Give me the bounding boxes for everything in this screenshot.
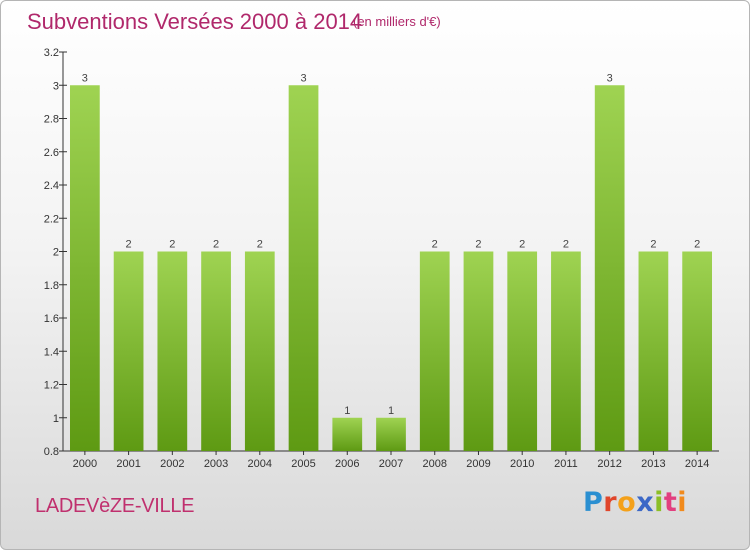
x-tick-label: 2010 [510, 458, 534, 470]
x-tick-label: 2008 [422, 458, 446, 470]
y-tick-label: 3 [53, 80, 59, 92]
value-label: 1 [388, 405, 394, 417]
y-tick-label: 1.8 [44, 280, 59, 292]
bar-2000 [69, 85, 100, 451]
y-tick-label: 1 [53, 413, 59, 425]
bar-2004 [244, 251, 275, 451]
value-label: 2 [169, 239, 175, 251]
y-tick-label: 3.2 [44, 47, 59, 59]
value-label: 3 [607, 72, 613, 84]
bar-2003 [201, 251, 231, 451]
value-label: 2 [475, 239, 481, 251]
value-label: 2 [213, 239, 219, 251]
proxiti-logo: Proxiti [583, 487, 687, 518]
y-tick-label: 2 [53, 247, 59, 259]
logo-letter: x [636, 487, 655, 518]
x-tick-label: 2009 [466, 458, 490, 470]
y-tick-label: 2.2 [44, 213, 59, 225]
value-label: 2 [432, 239, 438, 251]
x-tick-label: 2000 [73, 458, 97, 470]
bar-2011 [551, 251, 581, 451]
value-label: 2 [694, 239, 700, 251]
value-label: 1 [344, 405, 350, 417]
x-tick-label: 2002 [160, 458, 184, 470]
chart-title: Subventions Versées 2000 à 2014 [27, 9, 363, 34]
x-tick-label: 2006 [335, 458, 359, 470]
x-tick-label: 2011 [554, 458, 578, 470]
logo-letter: t [663, 487, 678, 518]
value-label: 2 [650, 239, 656, 251]
bar-2006 [332, 417, 363, 451]
logo-letter: o [617, 487, 637, 518]
logo-letter: i [654, 487, 664, 518]
logo-letter: r [603, 487, 618, 518]
value-label: 2 [563, 239, 569, 251]
value-label: 3 [300, 72, 306, 84]
bar-2010 [507, 251, 538, 451]
value-label: 3 [82, 72, 88, 84]
x-tick-label: 2004 [248, 458, 272, 470]
bar-2001 [113, 251, 144, 451]
bar-2013 [638, 251, 669, 451]
bar-2012 [594, 85, 625, 451]
x-tick-label: 2001 [116, 458, 140, 470]
logo-letter: P [583, 487, 604, 518]
bar-2007 [376, 417, 406, 451]
y-tick-label: 2.8 [44, 114, 59, 126]
commune-name: LADEVèZE-VILLE [35, 495, 195, 517]
bar-2005 [288, 85, 319, 451]
bar-2014 [682, 251, 713, 451]
x-tick-label: 2005 [291, 458, 315, 470]
x-tick-label: 2013 [641, 458, 665, 470]
x-tick-label: 2012 [597, 458, 621, 470]
x-tick-label: 2014 [685, 458, 709, 470]
y-tick-label: 2.6 [44, 147, 59, 159]
logo-letter: i [677, 487, 688, 518]
y-tick-label: 0.8 [44, 446, 59, 458]
y-tick-label: 1.4 [44, 346, 59, 358]
bar-2009 [463, 251, 494, 451]
y-tick-label: 2.4 [44, 180, 59, 192]
bar-2002 [157, 251, 188, 451]
value-label: 2 [257, 239, 263, 251]
y-tick-label: 1.6 [44, 313, 59, 325]
x-tick-label: 2003 [204, 458, 228, 470]
chart-subtitle: (en milliers d'€) [353, 14, 441, 29]
bar-2008 [419, 251, 450, 451]
y-tick-label: 1.2 [44, 380, 59, 392]
value-label: 2 [126, 239, 132, 251]
x-tick-label: 2007 [379, 458, 403, 470]
value-label: 2 [519, 239, 525, 251]
